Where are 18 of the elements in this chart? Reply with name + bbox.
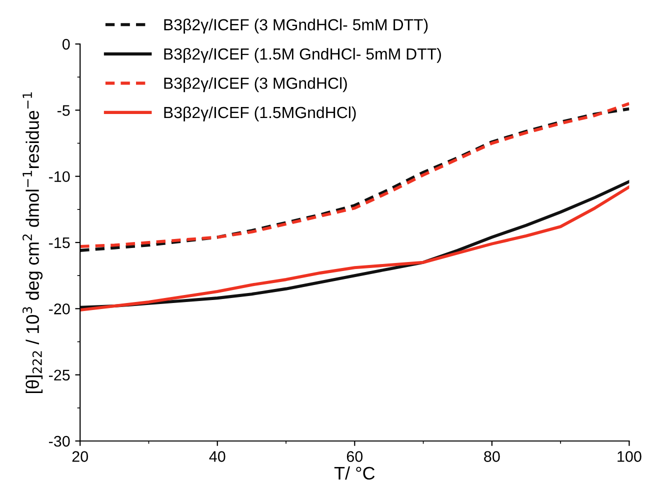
y-tick-label: -20 [48,304,70,314]
x-tick-label: 100 [618,451,642,462]
legend-label: B3β2γ/ICEF (1.5MGndHCl) [164,106,356,122]
y-tick-label: -5 [57,105,70,116]
y-tick-label: 0 [62,38,70,50]
legend-label: B3β2γ/ICEF (3 MGndHCl- 5mM DTT) [164,18,428,34]
legend-label: B3β2γ/ICEF (3 MGndHCl) [164,77,347,92]
y-tick-label: -15 [48,238,70,248]
y-tick-label: -10 [48,171,70,182]
x-tick-label: 20 [72,451,88,462]
x-axis-title: T/ °C [334,466,375,480]
y-tick-label: -25 [48,370,70,381]
x-tick-label: 40 [209,451,226,462]
x-tick-label: 60 [346,451,363,462]
text: [θ]$_{222}$ / 10$^{3}$ deg cm$^{2}$ dmol$^{−1}$residue$^{−1}$ [22,92,43,394]
legend-label: B3β2γ/ICEF (1.5M GndHCl- 5mM DTT) [164,48,441,63]
x-tick-label: 80 [484,451,500,462]
y-tick-label: -30 [48,436,70,447]
